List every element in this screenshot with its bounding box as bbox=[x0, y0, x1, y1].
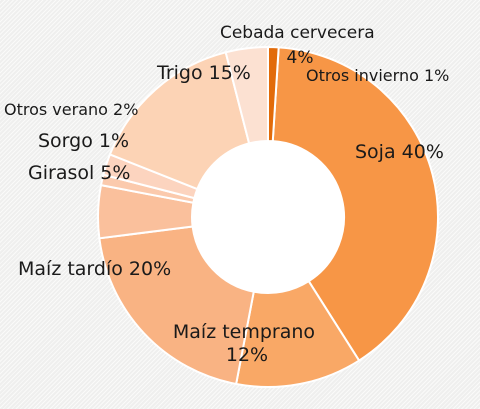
slice-label-sorgo: Sorgo 1% bbox=[38, 130, 129, 152]
slice-label-trigo: Trigo 15% bbox=[156, 62, 251, 84]
slice-label-maiz-temprano: Maíz temprano 12% bbox=[173, 321, 321, 366]
slice-label-maiz-tardio: Maíz tardío 20% bbox=[18, 258, 171, 280]
slice-label-otros-invierno: Otros invierno 1% bbox=[306, 66, 449, 85]
slice-label-soja: Soja 40% bbox=[355, 141, 444, 163]
slice-label-otros-verano: Otros verano 2% bbox=[4, 100, 138, 119]
slice-label-cebada-cervecera: Cebada cervecera 4% bbox=[220, 23, 380, 68]
donut-hole bbox=[192, 141, 344, 293]
slice-label-girasol: Girasol 5% bbox=[28, 162, 130, 184]
